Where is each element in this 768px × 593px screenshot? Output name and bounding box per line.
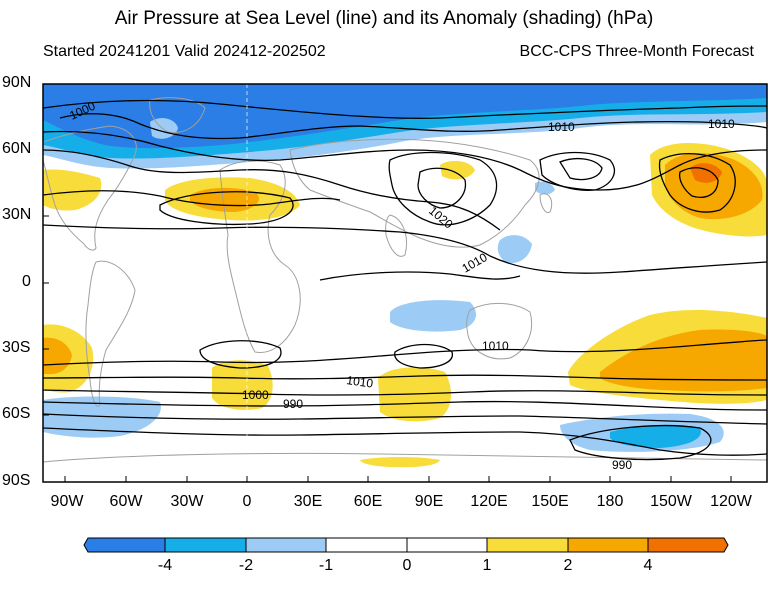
- lat-label: 90N: [2, 74, 32, 91]
- lon-label: 120E: [470, 493, 508, 510]
- contour-high-asia-outer: [388, 151, 498, 226]
- contour-label: 1010: [548, 120, 575, 134]
- coastlines: [43, 97, 767, 463]
- contour-label: 1000: [242, 388, 269, 402]
- contour-sh-6: [43, 427, 767, 456]
- contour-pacific-low-2: [559, 157, 603, 181]
- contour-nh-1: [43, 99, 767, 119]
- lon-label: 30W: [170, 493, 204, 510]
- lat-label: 30N: [2, 206, 32, 223]
- coast-india: [385, 214, 407, 257]
- anomaly-pos-siberia: [440, 160, 475, 180]
- colorbar-swatch: [567, 537, 649, 553]
- contour-sh-5: [43, 413, 767, 425]
- anomaly-neg-arctic-strong: [43, 84, 767, 149]
- coast-europe-africa: [219, 160, 301, 354]
- anomaly-pos-southatlantic: [212, 360, 273, 410]
- lon-label: 60E: [353, 493, 383, 510]
- anomaly-pos-pacific-mid: [665, 153, 763, 220]
- contour-label: 1010: [708, 117, 735, 131]
- colorbar-swatch: [245, 537, 327, 553]
- anomaly-shading: [43, 84, 767, 468]
- contour-sh-high-indian: [394, 343, 453, 369]
- coast-antarctica: [43, 452, 767, 463]
- colorbar-swatch: [83, 537, 166, 553]
- lon-label: 90E: [414, 493, 444, 510]
- coast-greenland: [149, 97, 206, 134]
- colorbar-swatch: [486, 537, 569, 553]
- anomaly-neg-southwest: [43, 396, 161, 438]
- colorbar-label: 1: [482, 557, 492, 574]
- anomaly-pos-antarctic-strip: [360, 457, 440, 468]
- contour-label: 990: [612, 458, 632, 472]
- anomaly-neg-indian: [390, 300, 476, 332]
- contour-aleutian-low: [658, 153, 736, 213]
- coast-japan: [539, 193, 553, 214]
- start-valid-dates: Started 20241201 Valid 202412-202502: [43, 43, 326, 60]
- colorbar-swatch: [164, 537, 247, 553]
- anomaly-pos-southpacific-mid: [600, 329, 767, 392]
- lon-label: 90W: [50, 493, 84, 510]
- anomaly-neg-southpacific-core: [610, 424, 701, 448]
- lon-label: 0: [242, 493, 252, 510]
- coast-south-america: [85, 260, 136, 407]
- lon-label: 30E: [293, 493, 323, 510]
- anomaly-neg-small-ne: [535, 181, 555, 195]
- contour-labels: 1000 1010 1010 1020 1010 1010 1010 1000 …: [67, 99, 735, 472]
- contour-atlantic-high: [159, 191, 294, 226]
- contour-sh-1: [43, 339, 767, 366]
- lat-label: 60N: [2, 140, 32, 157]
- lon-label: 180: [596, 493, 624, 510]
- contour-nh-2: [59, 113, 767, 140]
- lat-label: 60S: [2, 405, 31, 422]
- contour-high-asia-inner: [417, 167, 467, 209]
- contour-subtropical-1: [43, 189, 341, 207]
- contour-label: 1010: [482, 339, 509, 353]
- contour-label: 1010: [346, 373, 375, 391]
- coast-north-america: [43, 125, 137, 251]
- contour-subtropical-2: [43, 224, 767, 274]
- contour-sh-high-atlantic: [199, 340, 282, 369]
- lat-label: 0: [22, 273, 31, 290]
- contour-nh-3: [43, 130, 767, 191]
- contour-sh-2: [43, 374, 767, 381]
- colorbar-label: -4: [157, 557, 173, 574]
- contour-pacific-low: [539, 151, 615, 191]
- lon-label: 150W: [650, 493, 692, 510]
- colorbar-label: 2: [563, 557, 573, 574]
- colorbar-label: -1: [318, 557, 334, 574]
- lat-label: 90S: [2, 472, 31, 489]
- contour-equatorial: [319, 271, 521, 281]
- colorbar-swatch: [647, 537, 729, 553]
- colorbar-swatch: [406, 537, 488, 553]
- axis-ticks: [43, 83, 732, 483]
- lon-label: 60W: [109, 493, 143, 510]
- pressure-contours: [43, 99, 767, 461]
- lon-label: 150E: [531, 493, 569, 510]
- anomaly-neg-westpac: [497, 235, 532, 264]
- coast-australia: [466, 302, 533, 360]
- lon-label: 120W: [710, 493, 752, 510]
- contour-sh-3: [43, 389, 767, 396]
- contour-label: 990: [283, 397, 303, 411]
- anomaly-pos-atlantic-west: [43, 169, 102, 211]
- colorbar: [83, 537, 729, 553]
- contour-nh-4: [43, 149, 501, 231]
- contour-sh-4: [43, 400, 767, 411]
- colorbar-label: 4: [643, 557, 653, 574]
- contour-circumpolar: [569, 425, 712, 461]
- lat-label: 30S: [2, 339, 31, 356]
- colorbar-swatch: [325, 537, 408, 553]
- forecast-source: BCC-CPS Three-Month Forecast: [519, 43, 754, 60]
- colorbar-label: -2: [238, 557, 254, 574]
- colorbar-label: 0: [402, 557, 412, 574]
- map-title: Air Pressure at Sea Level (line) and its…: [114, 8, 654, 29]
- contour-aleutian-low-2: [678, 167, 719, 198]
